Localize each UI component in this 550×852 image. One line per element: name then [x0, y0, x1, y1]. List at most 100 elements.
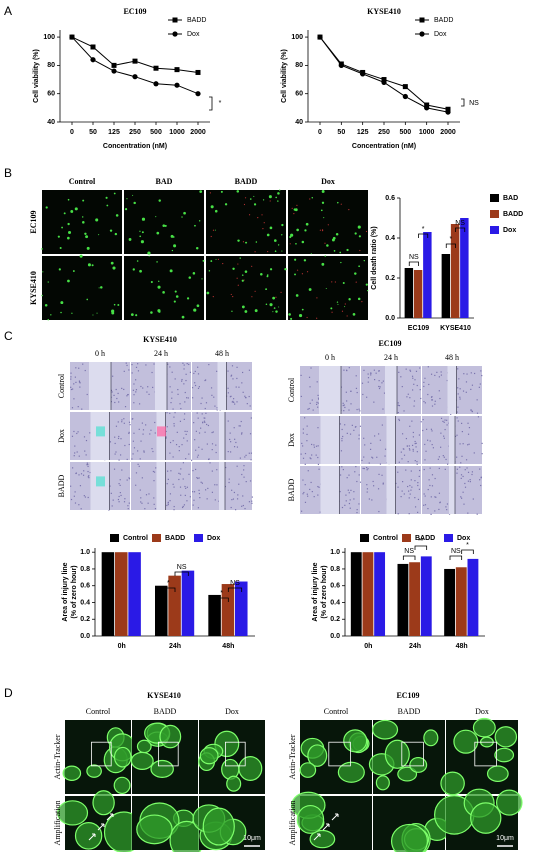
cell-dot — [231, 310, 233, 312]
cell — [226, 775, 242, 792]
speckle — [424, 443, 426, 446]
speckle — [467, 444, 469, 446]
cell — [472, 717, 496, 738]
speckle — [198, 432, 201, 434]
speckle — [362, 467, 364, 470]
speckle — [465, 381, 468, 383]
speckle — [194, 439, 196, 441]
speckle — [377, 488, 380, 490]
speckle — [311, 443, 313, 446]
y-tick-label: 80 — [47, 62, 55, 69]
speckle — [412, 431, 414, 434]
speckle — [245, 481, 247, 483]
cell-dot — [298, 313, 303, 318]
speckle — [192, 504, 194, 506]
speckle — [348, 492, 350, 494]
speckle — [173, 509, 175, 511]
speckle — [434, 374, 436, 377]
speckle — [238, 386, 240, 388]
speckle — [133, 447, 136, 449]
cell-dot — [133, 201, 136, 205]
y-tick-label: 1.0 — [80, 549, 90, 556]
speckle — [249, 433, 252, 435]
annotation: NS — [451, 548, 461, 555]
cell-dot — [281, 223, 284, 227]
speckle — [183, 504, 186, 506]
cell-dot — [367, 289, 369, 292]
bar — [155, 585, 168, 636]
speckle — [176, 431, 178, 433]
row-label: Amplification — [288, 801, 297, 846]
speckle — [207, 487, 209, 490]
column-label: Dox — [321, 177, 335, 186]
speckle — [440, 432, 442, 434]
cell-dot — [243, 279, 245, 281]
speckle — [379, 386, 381, 388]
speckle — [384, 455, 386, 457]
cell-dot — [268, 195, 272, 199]
cell-dot — [275, 310, 278, 313]
cell-dot — [214, 209, 218, 213]
speckle — [311, 490, 313, 493]
speckle — [468, 443, 470, 445]
cell-dot — [357, 225, 361, 229]
speckle — [409, 369, 411, 371]
cell-dot — [348, 298, 351, 301]
speckle — [192, 387, 194, 389]
speckle — [456, 456, 458, 458]
speckle — [128, 478, 131, 480]
bar — [467, 558, 479, 636]
cell-dot — [281, 250, 283, 252]
chart-title: KYSE410 — [367, 7, 401, 16]
cell-dot — [295, 294, 299, 297]
stain — [157, 426, 166, 437]
cell-dot — [296, 204, 298, 206]
legend-swatch — [360, 534, 369, 542]
speckle — [306, 433, 308, 436]
speckle — [135, 484, 137, 486]
cell — [486, 765, 509, 783]
cell-dot — [232, 295, 234, 298]
speckle — [70, 388, 73, 391]
speckle — [356, 511, 358, 514]
speckle — [239, 425, 241, 427]
speckle — [366, 488, 369, 490]
speckle — [460, 474, 463, 476]
speckle — [428, 383, 430, 386]
column-label: Control — [69, 177, 96, 186]
x-tick-label: 50 — [337, 129, 345, 136]
speckle — [434, 510, 436, 512]
cell-dot — [320, 209, 323, 212]
scratch-gap — [155, 362, 167, 410]
speckle — [201, 448, 203, 450]
speckle — [470, 409, 472, 411]
speckle — [117, 392, 119, 395]
bar — [423, 232, 432, 318]
speckle — [165, 436, 167, 438]
speckle — [186, 440, 188, 442]
cell-dot — [126, 198, 128, 200]
speckle — [183, 368, 185, 370]
speckle — [467, 422, 469, 424]
speckle — [406, 445, 408, 447]
speckle — [315, 445, 318, 447]
cell-dot — [260, 272, 263, 276]
speckle — [461, 497, 463, 499]
marker — [402, 84, 408, 90]
cell-dot — [106, 204, 109, 207]
speckle — [192, 470, 194, 472]
speckle — [229, 451, 232, 453]
speckle — [446, 509, 448, 511]
speckle — [204, 417, 206, 419]
speckle — [154, 432, 156, 434]
speckle — [186, 362, 188, 365]
cell-dot — [113, 192, 116, 195]
speckle — [476, 513, 478, 515]
speckle — [230, 441, 232, 443]
speckle — [304, 417, 306, 419]
speckle — [462, 475, 464, 478]
speckle — [460, 462, 462, 464]
column-label: Control — [324, 707, 349, 716]
speckle — [193, 491, 196, 493]
